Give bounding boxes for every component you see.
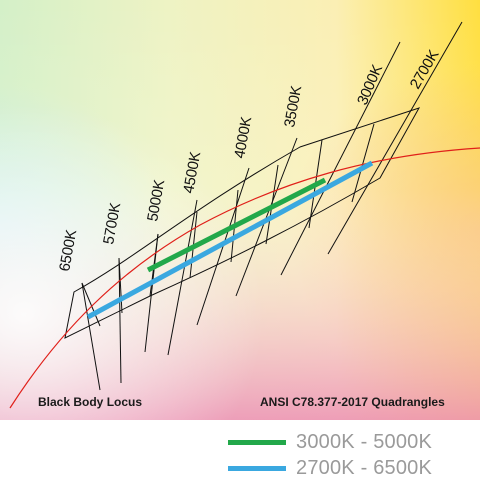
isotherm-4500k [167,199,198,356]
isotherm-6500k [81,282,101,391]
color-background [0,0,480,420]
range-line-blue [86,160,374,320]
range-line-green [146,177,327,273]
black-body-locus [9,147,480,409]
quadrangles-caption: ANSI C78.377-2017 Quadrangles [260,395,445,409]
legend-item-blue: 2700K - 6500K [228,455,432,481]
legend-label-blue: 2700K - 6500K [296,456,433,479]
isotherm-3000k [280,41,401,276]
legend-swatch-blue [228,465,286,471]
legend-label-green: 3000K - 5000K [296,430,433,453]
isotherm-5700k [118,257,122,384]
isotherm-2700k [327,21,463,255]
legend-swatch-green [228,439,286,445]
black-body-locus-caption: Black Body Locus [38,395,142,409]
isotherm-3500k [235,137,298,297]
legend-item-green: 3000K - 5000K [228,429,432,455]
quadrangle-outline [64,107,421,339]
chromaticity-diagram: 6500K 5700K 5000K 4500K 4000K 3500K 3000… [0,0,480,420]
legend: 3000K - 5000K 2700K - 6500K [228,429,432,481]
